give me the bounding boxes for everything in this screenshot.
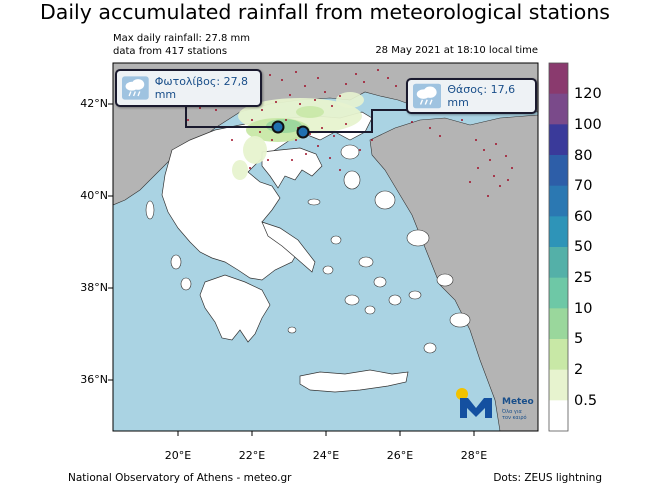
station-count-text: data from 417 stations: [113, 45, 228, 57]
rain-cloud-icon: [413, 83, 442, 109]
colorbar-segment: [549, 63, 568, 95]
footer-credit: National Observatory of Athens - meteo.g…: [68, 472, 292, 484]
colorbar-segment: [549, 185, 568, 217]
station-callout-fotolivos[interactable]: Φωτολίβος: 27,8 mm: [115, 69, 262, 107]
peloponnese: [199, 274, 271, 343]
station-callout-thasos[interactable]: Θάσος: 17,6 mm: [406, 78, 537, 114]
footer-note: Dots: ZEUS lightning: [493, 472, 602, 484]
colorbar-label: 120: [574, 86, 602, 102]
colorbar-segment: [549, 93, 568, 125]
colorbar-segment: [549, 400, 568, 432]
station-marker-thasos[interactable]: [296, 125, 310, 139]
map-title: Daily accumulated rainfall from meteorol…: [40, 0, 610, 24]
colorbar-label: 2: [574, 362, 584, 378]
map-area: [113, 63, 538, 431]
colorbar-label: 5: [574, 331, 584, 347]
max-rainfall-text: Max daily rainfall: 27.8 mm: [113, 33, 251, 44]
lat-label-36: 36°N: [80, 373, 108, 386]
lon-label-22: 22°E: [238, 449, 266, 462]
crete: [299, 369, 409, 393]
info-block: Max daily rainfall: 27.8 mm data from 41…: [113, 33, 250, 58]
meteo-logo-icon: [456, 388, 492, 418]
tagline-line-1: Όλα για: [502, 409, 522, 415]
colorbar-label: 60: [574, 209, 593, 225]
colorbar-label: 50: [574, 239, 593, 255]
meteo-logo-name: Meteo: [502, 397, 534, 407]
colorbar-segment: [549, 277, 568, 309]
colorbar-segment: [549, 339, 568, 371]
lat-label-40: 40°N: [80, 189, 108, 202]
meteo-logo-tagline: Όλα για τον καιρό: [502, 409, 527, 421]
rainfall-shading: [232, 92, 364, 180]
colorbar-label: 10: [574, 301, 593, 317]
lat-label-42: 42°N: [80, 97, 108, 110]
colorbar: [549, 63, 568, 432]
lon-label-26: 26°E: [386, 449, 414, 462]
timestamp-text: 28 May 2021 at 18:10 local time: [375, 45, 538, 56]
colorbar-segment: [549, 369, 568, 401]
lon-label-28: 28°E: [460, 449, 488, 462]
axis-ticks: [108, 103, 475, 436]
rain-cloud-icon: [122, 76, 149, 100]
colorbar-segment: [549, 124, 568, 156]
colorbar-label: 70: [574, 178, 593, 194]
station-marker-fotolivos[interactable]: [271, 120, 285, 134]
colorbar-label: 25: [574, 270, 593, 286]
chalkidiki: [261, 147, 323, 189]
colorbar-segment: [549, 247, 568, 279]
turkey-land: [369, 114, 538, 431]
lon-label-24: 24°E: [312, 449, 340, 462]
colorbar-label: 100: [574, 117, 602, 133]
colorbar-frame: [548, 62, 569, 432]
colorbar-segment: [549, 155, 568, 187]
station-label: Θάσος: 17,6 mm: [447, 83, 516, 109]
colorbar-segment: [549, 308, 568, 340]
lat-label-38: 38°N: [80, 281, 108, 294]
aegean-islands: [145, 144, 471, 354]
tagline-line-2: τον καιρό: [502, 415, 527, 421]
colorbar-label: 80: [574, 148, 593, 164]
evia: [261, 221, 316, 273]
colorbar-label: 0.5: [574, 393, 598, 409]
station-label: Φωτολίβος: 27,8 mm: [154, 75, 249, 101]
colorbar-segment: [549, 216, 568, 248]
lon-label-20: 20°E: [164, 449, 192, 462]
